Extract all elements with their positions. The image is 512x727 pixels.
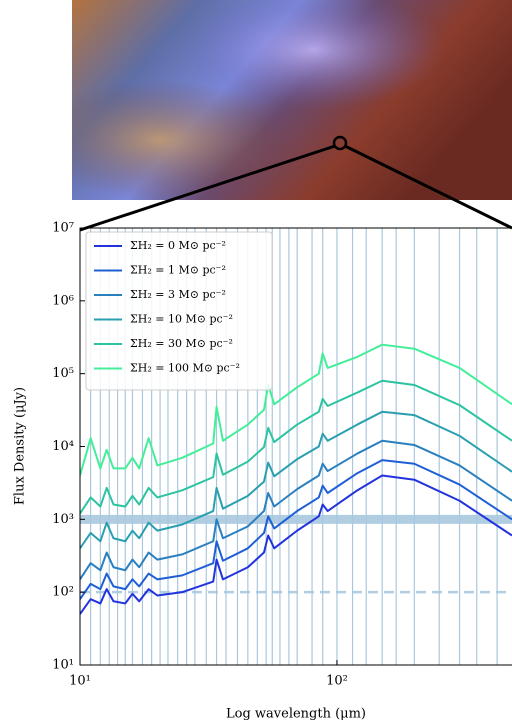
y-tick-label: 10⁷: [52, 221, 74, 236]
zoom-line: [79, 144, 336, 232]
series-line: [80, 459, 512, 600]
series-line: [80, 343, 512, 476]
axes: 10¹ 10² 10³ 10⁴ 10⁵ 10⁶ 10⁷ 10¹ 10² ΣH₂ = 0 M⊙ pc…: [52, 221, 512, 689]
x-tick-label: 10¹: [69, 674, 91, 689]
y-tick-label: 10¹: [52, 658, 74, 673]
legend: ΣH₂ = 0 M⊙ pc⁻² ΣH₂ = 1 M⊙ pc⁻² ΣH₂ = 3 M⊙…: [85, 231, 273, 391]
legend-label: ΣH₂ = 3 M⊙ pc⁻²: [130, 288, 226, 301]
legend-label: ΣH₂ = 100 M⊙ pc⁻²: [130, 362, 240, 375]
x-tick-label: 10²: [326, 674, 348, 689]
legend-label: ΣH₂ = 0 M⊙ pc⁻²: [130, 239, 226, 252]
legend-label: ΣH₂ = 30 M⊙ pc⁻²: [130, 337, 233, 350]
y-axis-label: Flux Density (μJy): [13, 387, 28, 505]
x-axis-label: Log wavelength (μm): [226, 707, 366, 722]
series-line: [80, 379, 512, 515]
legend-label: ΣH₂ = 1 M⊙ pc⁻²: [130, 264, 226, 277]
y-tick-label: 10³: [52, 512, 74, 527]
series-line: [80, 439, 512, 580]
legend-label: ΣH₂ = 10 M⊙ pc⁻²: [130, 313, 233, 326]
zoom-marker: [332, 135, 348, 151]
series-line: [80, 474, 512, 615]
legend-box: [85, 231, 273, 391]
y-tick-label: 10²: [52, 585, 74, 600]
y-tick-label: 10⁶: [52, 293, 74, 308]
sky-image: [72, 0, 512, 200]
y-tick-label: 10⁵: [52, 366, 74, 381]
y-tick-label: 10⁴: [52, 439, 74, 454]
series-line: [80, 410, 512, 549]
zoom-line: [344, 144, 512, 230]
